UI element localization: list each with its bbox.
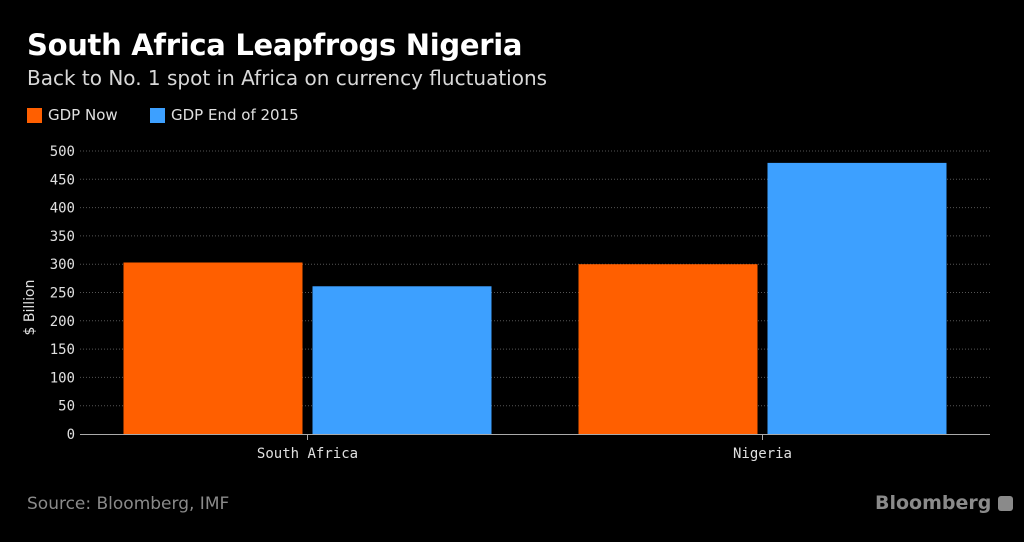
bloomberg-chart-icon bbox=[998, 495, 1014, 511]
x-tick-label: South Africa bbox=[257, 446, 358, 462]
legend-item-gdp-end-2015: GDP End of 2015 bbox=[150, 106, 299, 124]
chart-subtitle: Back to No. 1 spot in Africa on currency… bbox=[27, 66, 548, 90]
legend-label: GDP Now bbox=[48, 106, 118, 124]
y-tick-label: 100 bbox=[50, 370, 75, 386]
legend-swatch bbox=[150, 107, 165, 123]
y-tick-label: 400 bbox=[50, 201, 75, 217]
legend-item-gdp-now: GDP Now bbox=[27, 106, 118, 124]
source-note: Source: Bloomberg, IMF bbox=[27, 494, 230, 514]
brand-text: Bloomberg bbox=[875, 492, 992, 514]
bloomberg-logo: Bloomberg bbox=[875, 492, 1014, 514]
y-tick-label: 300 bbox=[50, 257, 75, 273]
y-tick-label: 350 bbox=[50, 229, 75, 245]
legend-label: GDP End of 2015 bbox=[171, 106, 299, 124]
bar-south-africa-1 bbox=[312, 286, 492, 434]
y-tick-label: 150 bbox=[50, 342, 75, 358]
y-tick-label: 250 bbox=[50, 286, 75, 302]
y-tick-label: 200 bbox=[50, 314, 75, 330]
x-tick-label: Nigeria bbox=[733, 446, 792, 462]
bar-south-africa-0 bbox=[123, 262, 303, 434]
y-tick-label: 500 bbox=[50, 144, 75, 160]
chart-title: South Africa Leapfrogs Nigeria bbox=[27, 28, 523, 62]
y-tick-label: 450 bbox=[50, 172, 75, 188]
y-tick-label: 0 bbox=[67, 427, 75, 443]
y-tick-label: 50 bbox=[58, 399, 75, 415]
legend-swatch bbox=[27, 107, 42, 123]
bar-nigeria-1 bbox=[767, 162, 947, 435]
y-axis-label: $ Billion bbox=[22, 280, 38, 336]
bar-nigeria-0 bbox=[578, 264, 758, 434]
